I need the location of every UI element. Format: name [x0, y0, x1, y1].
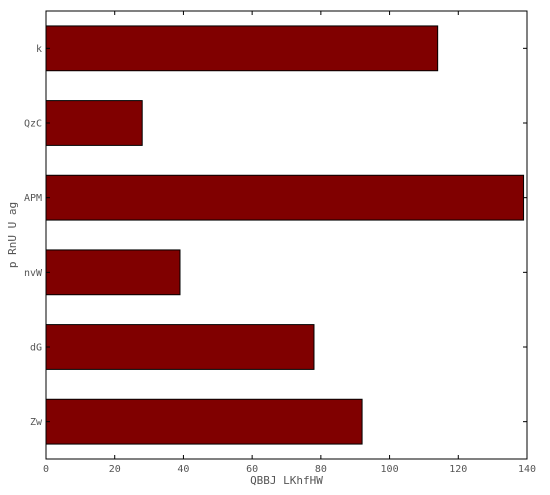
x-axis-label: QBBJ LKhfHW — [250, 474, 323, 487]
x-tick-label: 0 — [43, 464, 49, 475]
x-tick-label: 40 — [177, 464, 189, 475]
y-tick-label: dG — [30, 343, 42, 354]
x-tick-label: 120 — [449, 464, 467, 475]
x-tick-label: 60 — [246, 464, 258, 475]
bar-Zw — [45, 398, 363, 445]
x-tick-label: 20 — [109, 464, 121, 475]
bar-QzC — [45, 100, 143, 146]
y-axis-label: p RnU U ag — [6, 202, 19, 268]
x-tick-label: 80 — [315, 464, 327, 475]
x-axis-ticks: 0 20 40 60 80 100 120 140 — [43, 11, 536, 475]
y-tick-label: nvW — [24, 268, 43, 279]
y-tick-label: QzC — [24, 119, 42, 130]
plot-frame — [45, 10, 528, 460]
y-tick-label: k — [36, 44, 42, 55]
bar-APM — [45, 174, 525, 221]
y-tick-label: Zw — [30, 417, 43, 428]
x-tick-label: 140 — [518, 464, 536, 475]
bar-k — [45, 25, 439, 72]
bar-nvW — [45, 249, 181, 296]
bars-group — [45, 25, 525, 445]
bar-dG — [45, 324, 315, 370]
x-tick-label: 100 — [381, 464, 399, 475]
y-tick-label: APM — [24, 193, 42, 204]
y-axis-ticks: k QzC APM nvW dG Zw — [24, 44, 527, 428]
